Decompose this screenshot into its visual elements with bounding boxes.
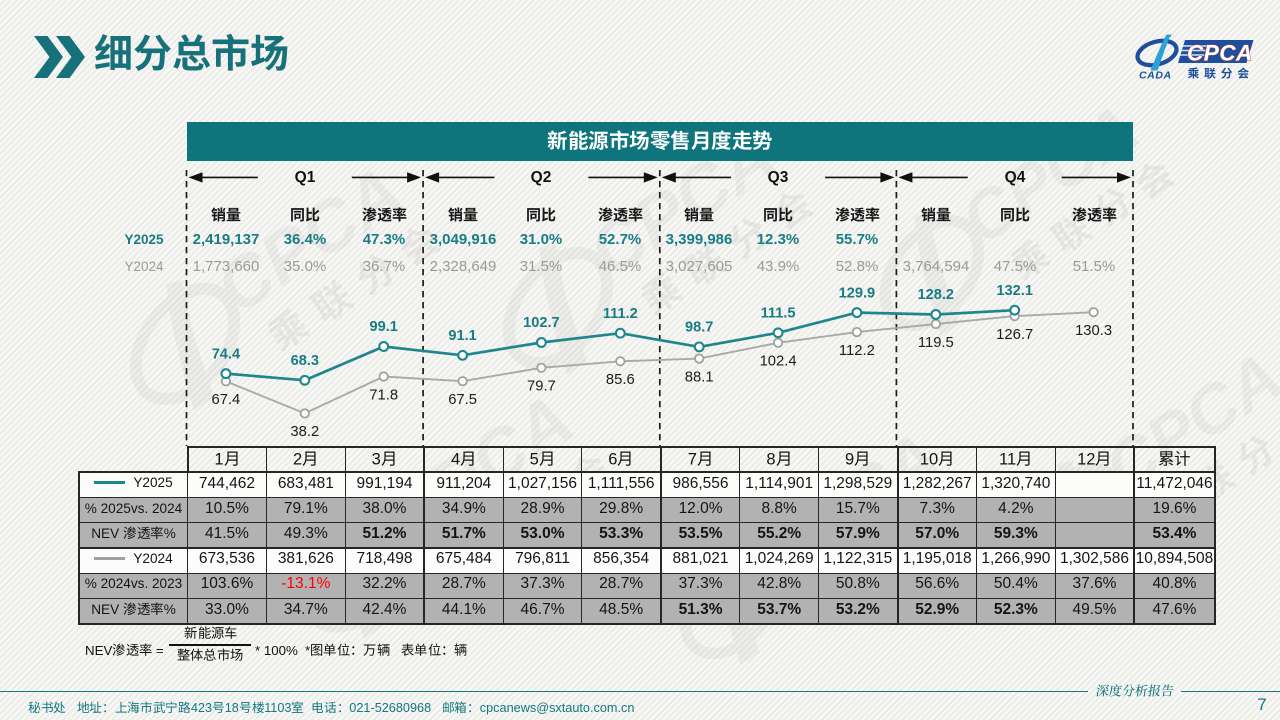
svg-text:119.5: 119.5 bbox=[918, 335, 954, 351]
svg-text:132.1: 132.1 bbox=[996, 283, 1033, 299]
svg-text:CPCA: CPCA bbox=[1187, 41, 1253, 66]
svg-text:111.5: 111.5 bbox=[761, 306, 796, 322]
svg-text:67.5: 67.5 bbox=[448, 392, 477, 408]
svg-text:38.2: 38.2 bbox=[290, 424, 319, 440]
svg-text:102.7: 102.7 bbox=[523, 315, 560, 331]
svg-text:98.7: 98.7 bbox=[685, 320, 713, 336]
svg-text:88.1: 88.1 bbox=[685, 369, 714, 385]
svg-text:91.1: 91.1 bbox=[448, 328, 476, 344]
svg-text:74.4: 74.4 bbox=[212, 346, 241, 362]
svg-text:111.2: 111.2 bbox=[603, 306, 638, 322]
svg-text:128.2: 128.2 bbox=[918, 287, 955, 303]
svg-text:130.3: 130.3 bbox=[1075, 323, 1112, 339]
svg-text:68.3: 68.3 bbox=[291, 353, 319, 369]
svg-text:129.9: 129.9 bbox=[839, 285, 876, 301]
svg-text:99.1: 99.1 bbox=[369, 319, 397, 335]
svg-text:126.7: 126.7 bbox=[996, 327, 1033, 343]
svg-text:67.4: 67.4 bbox=[211, 392, 240, 408]
svg-text:79.7: 79.7 bbox=[527, 379, 556, 395]
svg-text:102.4: 102.4 bbox=[760, 354, 797, 370]
svg-text:112.2: 112.2 bbox=[839, 343, 875, 359]
svg-text:71.8: 71.8 bbox=[369, 387, 398, 403]
svg-text:85.6: 85.6 bbox=[606, 372, 635, 388]
svg-text:CADA: CADA bbox=[1139, 70, 1172, 81]
